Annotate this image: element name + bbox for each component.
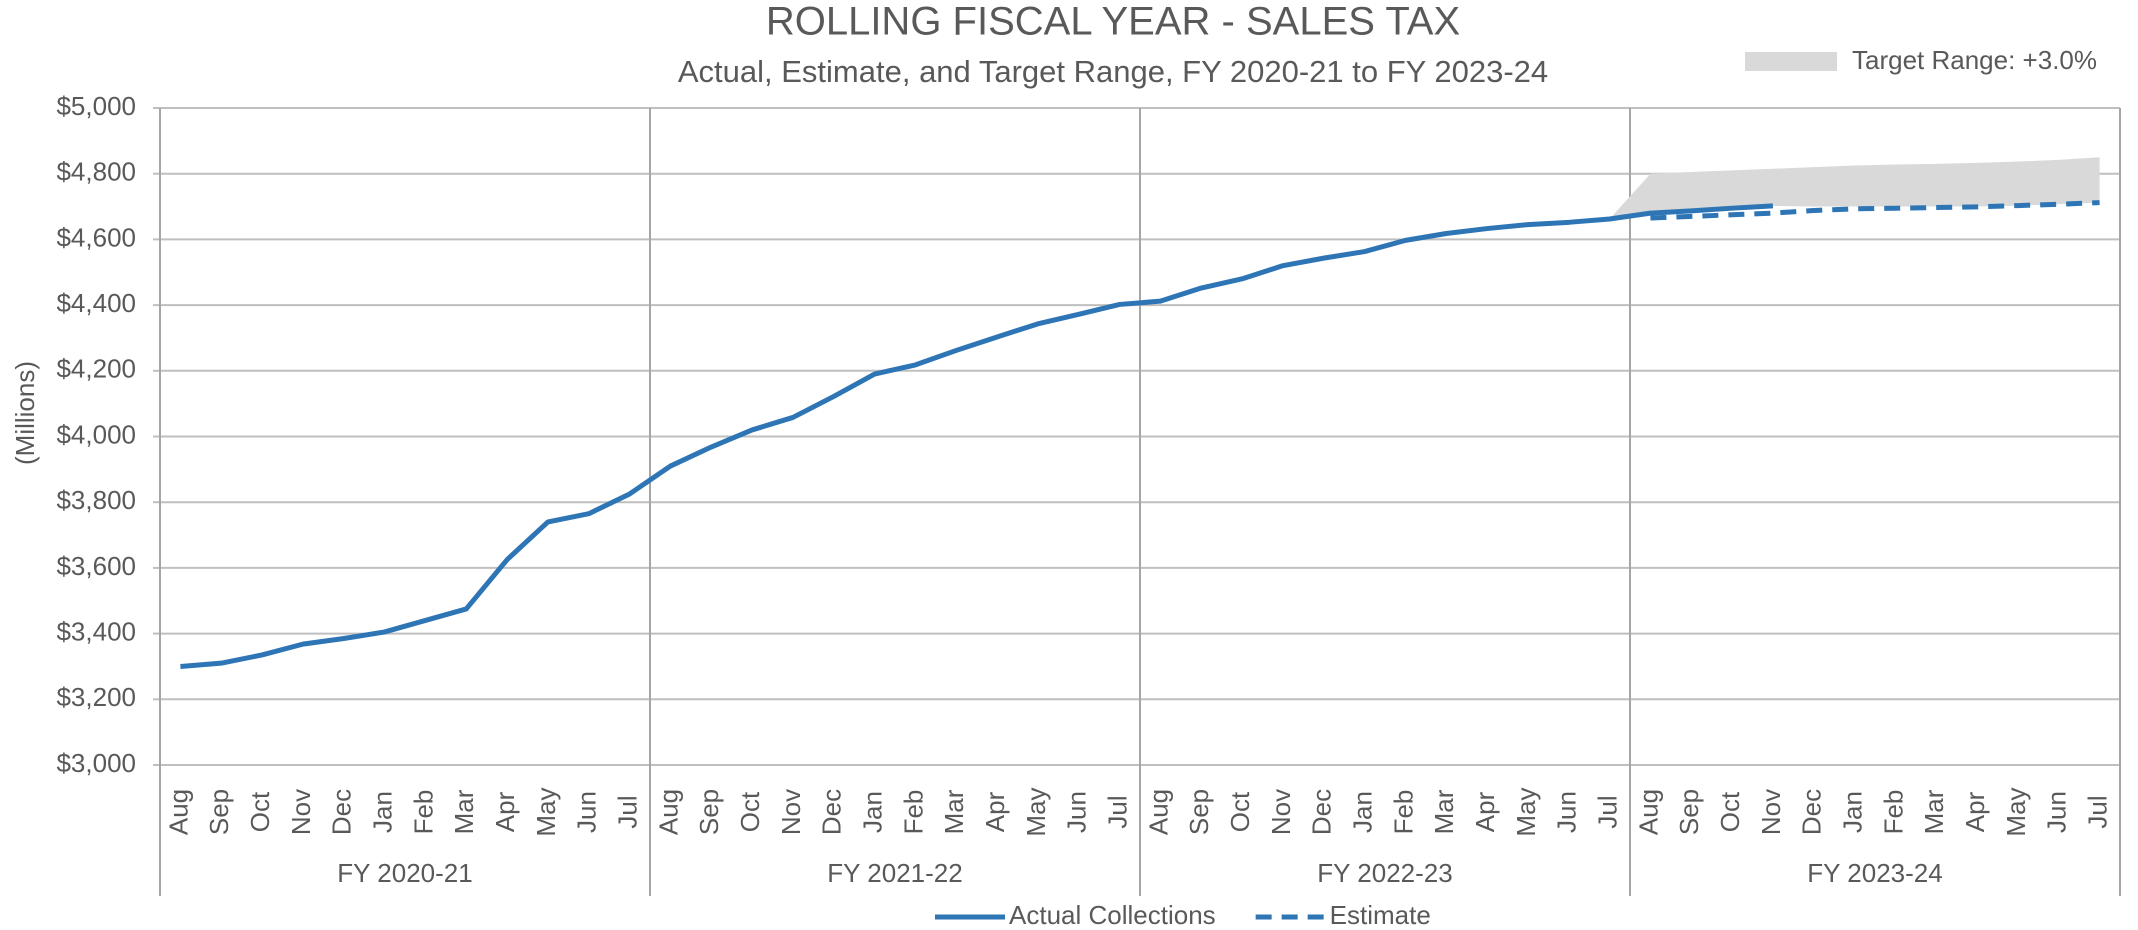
y-tick-label: $3,800: [56, 485, 136, 515]
group-label: FY 2023-24: [1807, 858, 1942, 888]
chart-subtitle: Actual, Estimate, and Target Range, FY 2…: [678, 54, 1548, 89]
x-tick-label: Sep: [694, 789, 724, 835]
x-tick-label: Dec: [817, 789, 847, 835]
y-tick-label: $4,000: [56, 419, 136, 449]
x-tick-label: Jan: [857, 791, 887, 833]
x-tick-label: Apr: [1960, 791, 1990, 832]
legend-label: Target Range: +3.0%: [1852, 45, 2097, 75]
x-tick-label: Nov: [776, 789, 806, 835]
x-tick-label: Oct: [245, 791, 275, 832]
x-tick-label: Jan: [1347, 791, 1377, 833]
y-tick-label: $3,600: [56, 551, 136, 581]
x-tick-label: Feb: [408, 790, 438, 835]
x-tick-label: Nov: [286, 789, 316, 835]
y-tick-label: $4,400: [56, 288, 136, 318]
x-tick-label: Oct: [1715, 791, 1745, 832]
x-tick-label: Jul: [1592, 795, 1622, 828]
x-tick-label: Jul: [612, 795, 642, 828]
group-label: FY 2020-21: [337, 858, 472, 888]
x-tick-label: Dec: [1307, 789, 1337, 835]
chart-title: ROLLING FISCAL YEAR - SALES TAX: [766, 0, 1460, 44]
legend-label: Estimate: [1330, 900, 1431, 930]
x-tick-label: Apr: [1470, 791, 1500, 832]
x-tick-label: Jan: [1837, 791, 1867, 833]
series-line: [1650, 200, 2100, 221]
x-tick-label: Nov: [1266, 789, 1296, 835]
x-tick-label: Oct: [735, 791, 765, 832]
x-tick-label: Apr: [490, 791, 520, 832]
x-tick-label: Mar: [1919, 789, 1949, 834]
y-tick-label: $5,000: [56, 91, 136, 121]
y-tick-label: $4,200: [56, 354, 136, 384]
x-tick-label: Mar: [939, 789, 969, 834]
x-tick-label: Oct: [1225, 791, 1255, 832]
x-tick-label: Jun: [1062, 791, 1092, 833]
x-tick-label: Feb: [1388, 790, 1418, 835]
legend-swatch: [1745, 52, 1837, 71]
target-band: [1609, 157, 2100, 220]
x-tick-label: Sep: [1674, 789, 1704, 835]
x-tick-label: Jul: [1102, 795, 1132, 828]
x-tick-label: Dec: [1797, 789, 1827, 835]
x-tick-label: Dec: [327, 789, 357, 835]
group-label: FY 2021-22: [827, 858, 962, 888]
series-line: [180, 203, 1774, 669]
group-label: FY 2022-23: [1317, 858, 1452, 888]
x-tick-label: Sep: [204, 789, 234, 835]
x-tick-label: Mar: [1429, 789, 1459, 834]
x-tick-label: Jun: [2042, 791, 2072, 833]
y-axis-label: (Millions): [10, 361, 40, 465]
x-tick-label: May: [1511, 787, 1541, 836]
x-tick-label: May: [531, 787, 561, 836]
x-tick-label: Aug: [1633, 789, 1663, 835]
y-tick-label: $4,600: [56, 222, 136, 252]
y-tick-label: $3,400: [56, 616, 136, 646]
x-tick-label: Apr: [980, 791, 1010, 832]
x-tick-label: Sep: [1184, 789, 1214, 835]
y-tick-label: $3,200: [56, 682, 136, 712]
x-tick-label: Nov: [1756, 789, 1786, 835]
y-tick-label: $3,000: [56, 748, 136, 778]
x-tick-label: Jun: [572, 791, 602, 833]
x-tick-label: Aug: [1143, 789, 1173, 835]
x-tick-label: Aug: [653, 789, 683, 835]
x-tick-label: Aug: [163, 789, 193, 835]
y-tick-label: $4,800: [56, 157, 136, 187]
x-tick-label: Jul: [2082, 795, 2112, 828]
x-tick-label: Mar: [449, 789, 479, 834]
x-tick-label: May: [1021, 787, 1051, 836]
x-tick-label: Feb: [1878, 790, 1908, 835]
legend-label: Actual Collections: [1009, 900, 1216, 930]
x-tick-label: May: [2001, 787, 2031, 836]
x-tick-label: Jun: [1552, 791, 1582, 833]
x-tick-label: Jan: [367, 791, 397, 833]
x-tick-label: Feb: [898, 790, 928, 835]
